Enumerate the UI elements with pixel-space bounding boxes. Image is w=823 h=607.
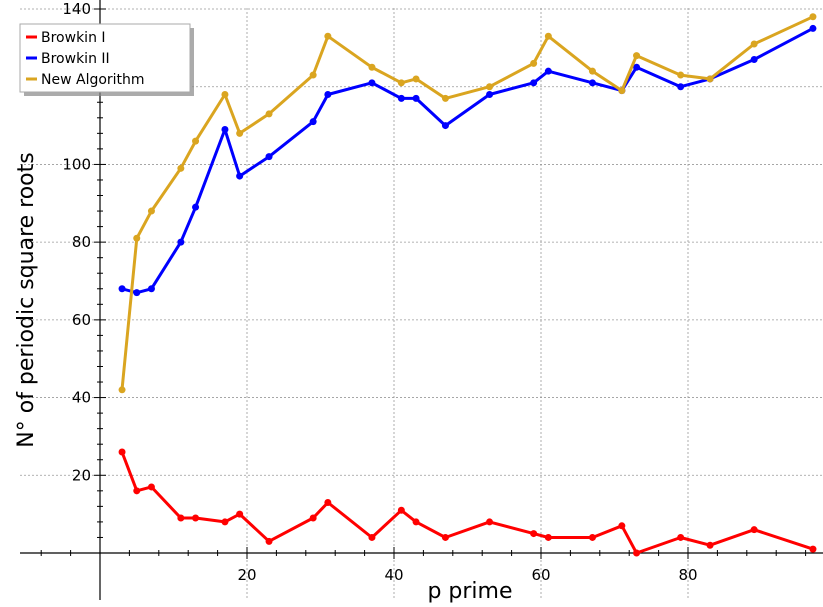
data-point	[177, 514, 185, 522]
data-point	[441, 94, 449, 102]
data-point	[221, 518, 229, 526]
data-point	[147, 207, 155, 215]
data-point	[368, 79, 376, 87]
data-point	[677, 71, 685, 79]
data-point	[236, 510, 244, 518]
data-point	[177, 164, 185, 172]
x-tick-label: 60	[531, 566, 550, 584]
data-point	[441, 533, 449, 541]
data-point	[588, 533, 596, 541]
data-point	[133, 289, 141, 297]
grid	[20, 8, 823, 600]
data-point	[530, 530, 538, 538]
data-point	[147, 483, 155, 491]
series-browkin-ii	[118, 24, 817, 297]
data-point	[633, 549, 641, 557]
data-point	[324, 90, 332, 98]
data-point	[397, 79, 405, 87]
legend-label: Browkin II	[41, 51, 110, 67]
data-point	[118, 448, 126, 456]
data-point	[397, 94, 405, 102]
data-point	[309, 118, 317, 126]
data-point	[677, 83, 685, 91]
data-point	[147, 285, 155, 293]
data-point	[221, 90, 229, 98]
legend-label: New Algorithm	[41, 72, 145, 88]
data-point	[706, 75, 714, 83]
data-point	[265, 110, 273, 118]
data-point	[177, 238, 185, 246]
data-point	[133, 487, 141, 495]
data-point	[750, 526, 758, 534]
data-point	[750, 40, 758, 48]
data-point	[544, 533, 552, 541]
y-tick-label: 100	[62, 155, 91, 173]
data-point	[809, 24, 817, 32]
y-tick-label: 80	[72, 233, 91, 251]
legend-label: Browkin I	[41, 30, 106, 46]
data-point	[309, 71, 317, 79]
series-new-algorithm	[118, 13, 817, 394]
data-point	[618, 522, 626, 530]
data-point	[368, 533, 376, 541]
y-tick-label: 60	[72, 311, 91, 329]
data-point	[133, 234, 141, 242]
data-point	[588, 67, 596, 75]
y-tick-label: 20	[72, 466, 91, 484]
data-point	[368, 63, 376, 71]
series-line	[120, 451, 814, 555]
data-point	[706, 541, 714, 549]
y-tick-label: 40	[72, 389, 91, 407]
data-point	[412, 94, 420, 102]
data-point	[618, 87, 626, 95]
data-point	[544, 32, 552, 40]
y-axis-label: N° of periodic square roots	[14, 152, 39, 447]
data-point	[192, 203, 200, 211]
data-point	[236, 129, 244, 137]
data-point	[324, 498, 332, 506]
data-point	[486, 90, 494, 98]
axes: 20 40 60 80 20 40 60 80 100 140	[20, 0, 823, 600]
data-point	[324, 32, 332, 40]
data-point	[633, 63, 641, 71]
data-point	[192, 137, 200, 145]
data-point	[530, 79, 538, 87]
x-tick-label: 40	[384, 566, 403, 584]
data-point	[633, 52, 641, 60]
data-point	[192, 514, 200, 522]
data-point	[530, 59, 538, 67]
data-point	[677, 533, 685, 541]
x-tick-label: 20	[237, 566, 256, 584]
data-point	[309, 514, 317, 522]
x-axis-label: p prime	[427, 579, 512, 604]
series-layer	[118, 13, 817, 557]
data-point	[412, 518, 420, 526]
data-point	[544, 67, 552, 75]
data-point	[265, 537, 273, 545]
data-point	[809, 545, 817, 553]
data-point	[397, 506, 405, 514]
data-point	[412, 75, 420, 83]
data-point	[809, 13, 817, 21]
data-point	[118, 285, 126, 293]
data-point	[750, 56, 758, 64]
data-point	[265, 153, 273, 161]
data-point	[486, 518, 494, 526]
legend-box	[19, 23, 191, 93]
y-tick-label: 140	[62, 0, 91, 18]
data-point	[236, 172, 244, 180]
data-point	[221, 125, 229, 133]
series-browkin-i	[118, 448, 817, 557]
data-point	[588, 79, 596, 87]
series-line	[120, 15, 814, 390]
series-line	[121, 27, 814, 295]
data-point	[441, 122, 449, 130]
data-point	[486, 83, 494, 91]
legend: Browkin I Browkin II New Algorithm	[19, 23, 194, 96]
data-point	[118, 386, 126, 394]
x-tick-label: 80	[678, 566, 697, 584]
